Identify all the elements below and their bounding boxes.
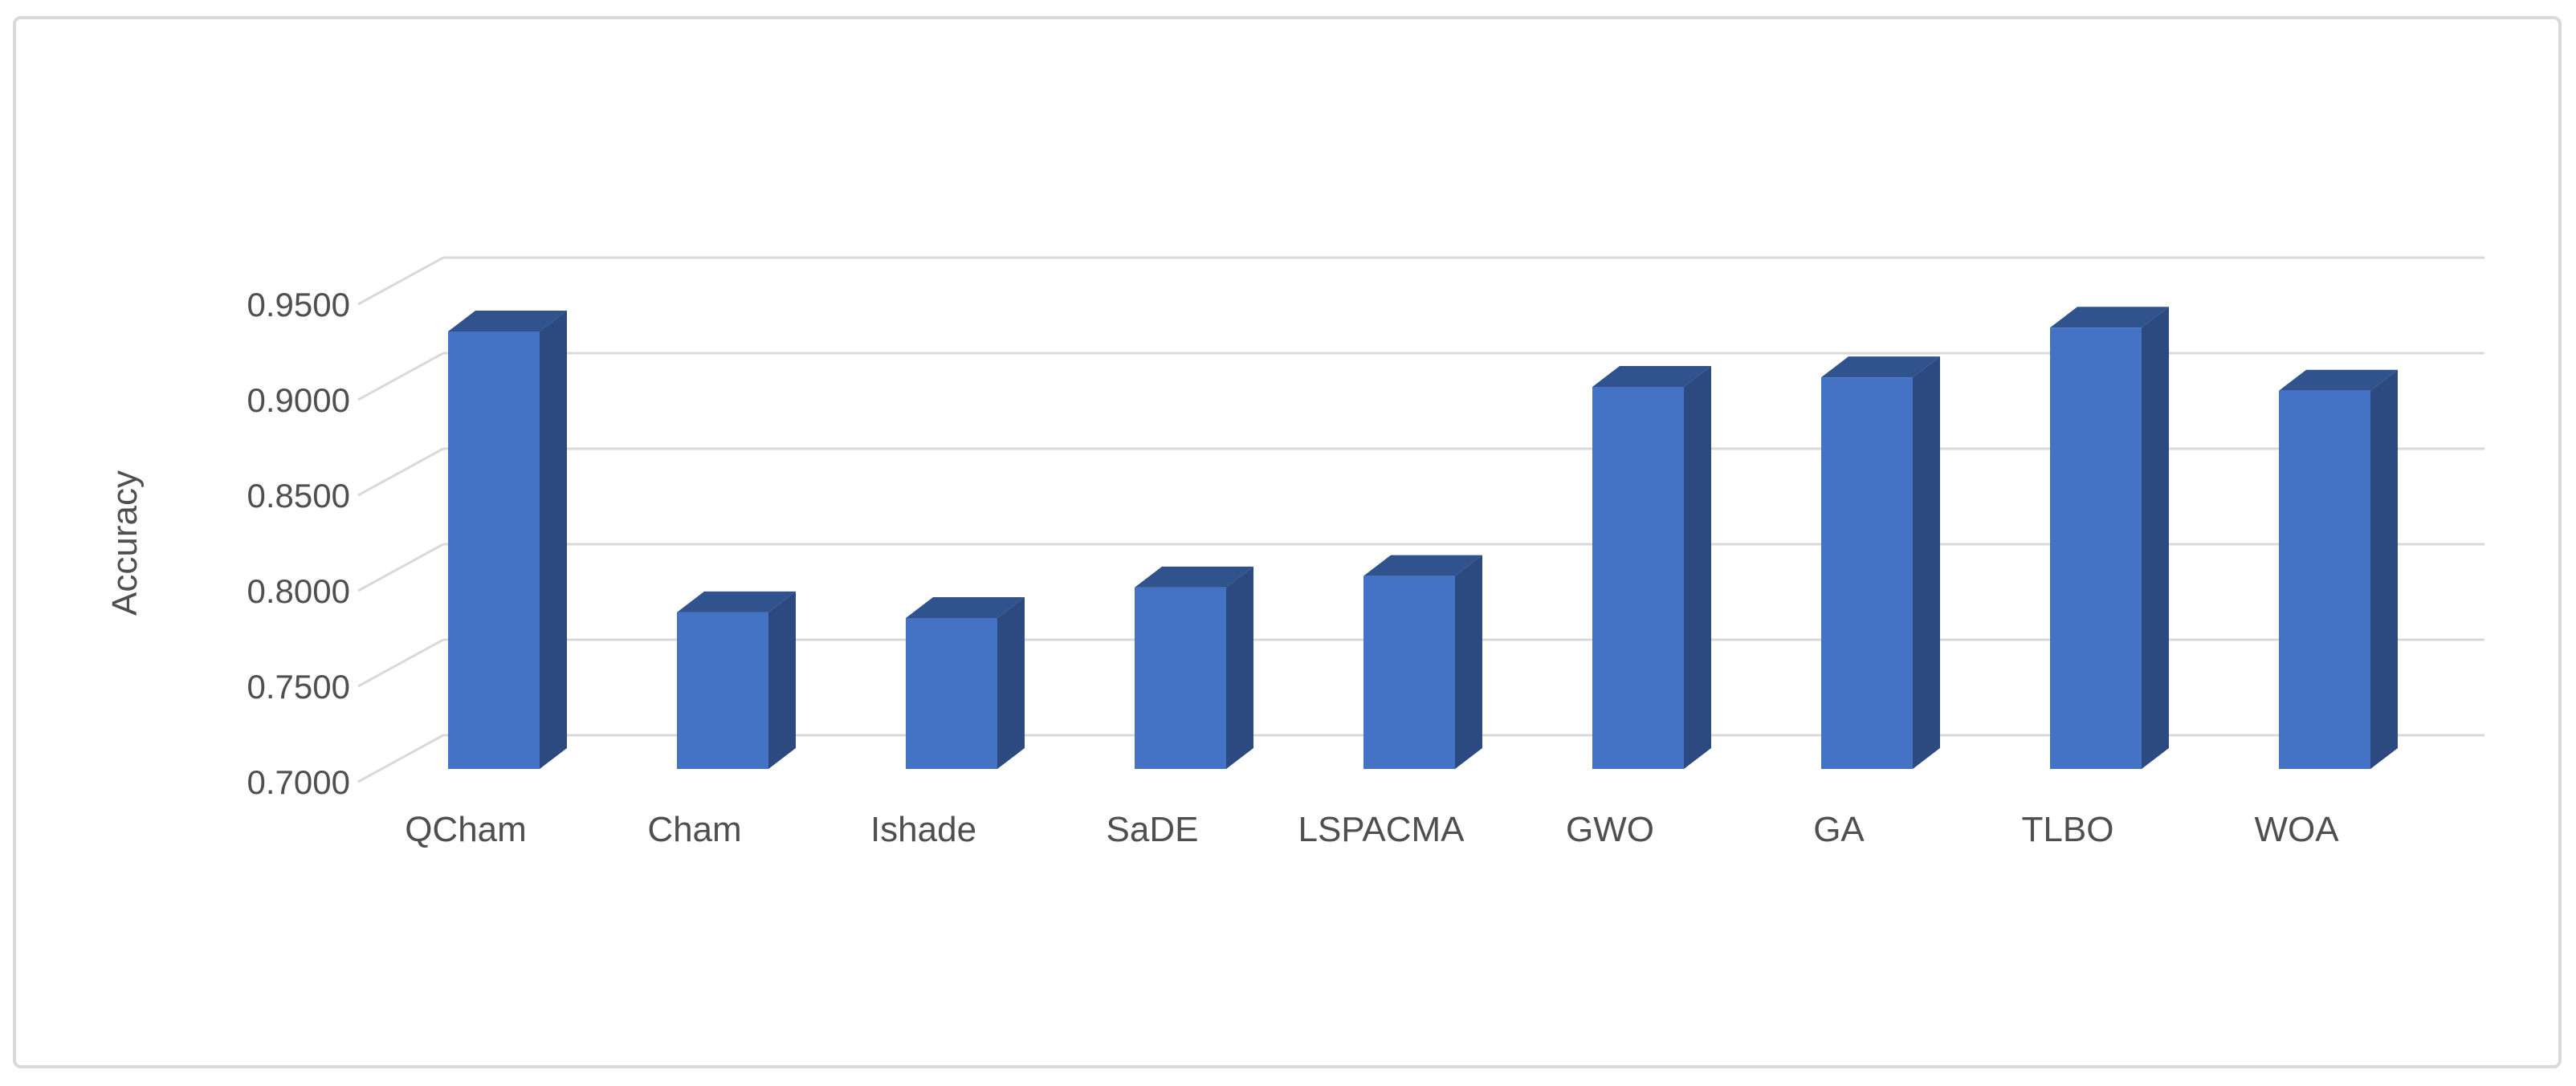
bar-Ishade: [906, 596, 1025, 769]
tick-connector-line: [357, 734, 444, 783]
tick-connector-line: [357, 447, 444, 497]
bar-GA: [1821, 356, 1940, 770]
bar-front-face: [1821, 377, 1913, 769]
bar-side-face: [1455, 555, 1482, 769]
tick-connector-line: [357, 543, 444, 592]
bar-front-face: [1592, 387, 1684, 769]
bar-top-face: [448, 310, 567, 331]
bar-SaDE: [1135, 566, 1253, 769]
bar-top-face: [906, 596, 1025, 618]
x-axis-category-label: Ishade: [870, 810, 976, 849]
y-axis-tick-label: 0.8500: [247, 477, 350, 515]
bar-top-face: [1363, 555, 1482, 576]
y-axis-tick-label: 0.9000: [247, 381, 350, 419]
bar-front-face: [2050, 327, 2142, 770]
bar-WOA: [2279, 369, 2398, 769]
bar-top-face: [1592, 366, 1711, 387]
bar-front-face: [906, 617, 997, 769]
y-axis-tick-label: 0.7500: [247, 668, 350, 706]
x-axis-category-label: SaDE: [1107, 810, 1199, 849]
x-axis-category-label: Cham: [647, 810, 741, 849]
x-axis-category-label: TLBO: [2022, 810, 2114, 849]
bar-LSPACMA: [1363, 555, 1482, 769]
bar-front-face: [448, 331, 540, 770]
x-axis-category-label: LSPACMA: [1298, 810, 1465, 849]
y-axis-title: Accuracy: [105, 470, 145, 616]
bar-top-face: [1821, 356, 1940, 378]
x-axis-category-label: GA: [1813, 810, 1865, 849]
bar-front-face: [1135, 587, 1226, 769]
bar-side-face: [1913, 356, 1940, 770]
bar-top-face: [1135, 566, 1253, 588]
bar-top-face: [2279, 369, 2398, 391]
bar-Cham: [677, 591, 796, 769]
bar-side-face: [1684, 366, 1711, 769]
bar-front-face: [1363, 576, 1455, 769]
bar-GWO: [1592, 366, 1711, 769]
bar-side-face: [540, 310, 567, 770]
bar-top-face: [2050, 307, 2169, 328]
bar-front-face: [2279, 390, 2370, 769]
bar-side-face: [997, 596, 1025, 769]
bar-TLBO: [2050, 307, 2169, 770]
bar-front-face: [677, 612, 768, 769]
x-axis-category-label: WOA: [2254, 810, 2339, 849]
x-axis-category-label: QCham: [405, 810, 527, 849]
chart-outer-border: [13, 16, 2562, 1068]
bar-side-face: [2370, 369, 2398, 769]
bar-side-face: [2142, 307, 2169, 770]
tick-connector-line: [357, 256, 444, 306]
bar-top-face: [677, 591, 796, 612]
x-axis-category-label: GWO: [1566, 810, 1654, 849]
bar-side-face: [1226, 566, 1253, 769]
y-axis-tick-label: 0.9500: [247, 286, 350, 323]
tick-connector-line: [357, 638, 444, 688]
bar-QCham: [448, 310, 567, 770]
tick-connector-line: [357, 352, 444, 401]
y-axis-tick-label: 0.7000: [247, 763, 350, 801]
y-axis-tick-label: 0.8000: [247, 572, 350, 610]
bar-side-face: [768, 591, 796, 769]
